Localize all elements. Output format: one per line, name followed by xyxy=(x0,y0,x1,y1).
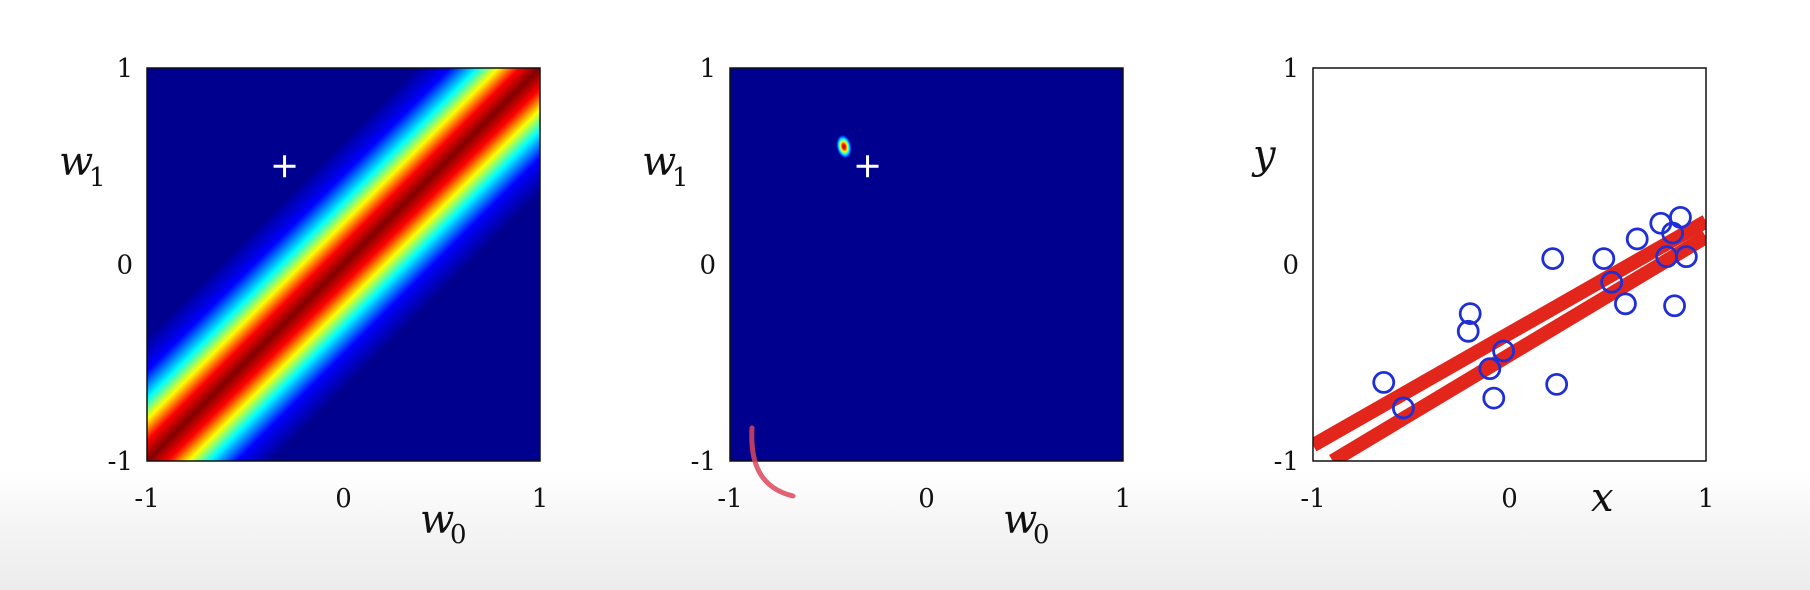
y-tick-label: 0 xyxy=(1282,251,1299,281)
data-point xyxy=(1625,227,1649,251)
axis-ticks: -1 0 1 -1 0 1 xyxy=(691,54,1132,514)
x-axis-label-subscript: 0 xyxy=(1033,520,1050,550)
x-tick-label: -1 xyxy=(717,484,742,514)
data-point xyxy=(1600,270,1624,294)
x-tick-label: 0 xyxy=(335,484,352,514)
y-tick-label: 1 xyxy=(699,54,716,84)
data-point xyxy=(1478,357,1502,381)
y-tick-label: -1 xyxy=(1274,447,1299,477)
x-tick-label: 0 xyxy=(1501,484,1518,514)
x-axis-label-base: w xyxy=(420,497,454,543)
y-tick-label: 1 xyxy=(116,54,133,84)
y-axis-label-base: w xyxy=(59,139,93,185)
data-point xyxy=(1545,372,1569,396)
plot-frame xyxy=(146,67,541,462)
data-point xyxy=(1592,247,1616,271)
x-tick-label: 1 xyxy=(532,484,549,514)
x-axis-label-subscript: 0 xyxy=(450,520,467,550)
data-point xyxy=(1614,292,1637,316)
data-point xyxy=(1663,294,1686,318)
y-axis-label-subscript: 1 xyxy=(89,163,106,193)
panel-posterior: -1 0 1 -1 0 1 w 1 w 0 xyxy=(642,54,1131,550)
heatmap-background xyxy=(730,68,1123,461)
heatmap-density-peak xyxy=(835,134,853,160)
x-tick-label: -1 xyxy=(1300,484,1325,514)
data-point xyxy=(1456,319,1480,343)
y-axis-label: w 1 xyxy=(642,139,689,193)
y-tick-label: 1 xyxy=(1282,54,1299,84)
panel-likelihood: -1 0 1 -1 0 1 w 1 w 0 xyxy=(59,54,548,550)
data-point xyxy=(1458,302,1482,326)
y-tick-label: -1 xyxy=(108,447,133,477)
y-axis-label: w 1 xyxy=(59,139,106,193)
axis-ticks: -1 0 1 -1 0 1 xyxy=(108,54,549,514)
x-axis-label-base: w xyxy=(1003,497,1037,543)
x-tick-label: 1 xyxy=(1115,484,1132,514)
data-point xyxy=(1391,396,1415,420)
y-axis-label-subscript: 1 xyxy=(672,163,689,193)
true-parameter-marker xyxy=(856,155,879,178)
y-tick-label: 0 xyxy=(116,251,133,281)
heatmap-density-band xyxy=(147,68,540,461)
true-parameter-marker xyxy=(273,155,296,178)
pen-annotation-stroke xyxy=(749,425,796,499)
data-point xyxy=(1669,205,1692,229)
x-tick-label: 0 xyxy=(918,484,935,514)
x-axis-label: x xyxy=(1591,475,1614,521)
sample-line xyxy=(1329,230,1706,461)
data-point xyxy=(1541,247,1565,271)
data-point xyxy=(1482,386,1506,410)
x-axis-label: w 0 xyxy=(420,497,467,550)
axis-ticks: -1 0 1 -1 0 1 xyxy=(1274,54,1715,514)
x-tick-label: -1 xyxy=(134,484,159,514)
plot-frame xyxy=(1312,67,1707,462)
y-axis-label: y xyxy=(1251,132,1277,178)
data-point xyxy=(1492,339,1516,363)
data-points xyxy=(1372,205,1698,420)
sample-line xyxy=(1313,215,1706,452)
y-tick-label: 0 xyxy=(699,251,716,281)
sample-lines xyxy=(1313,215,1706,461)
plot-frame xyxy=(729,67,1124,462)
y-axis-label-base: w xyxy=(642,139,676,185)
data-point xyxy=(1372,370,1396,394)
y-tick-label: -1 xyxy=(691,447,716,477)
x-axis-label: w 0 xyxy=(1003,497,1050,550)
data-point xyxy=(1674,245,1698,269)
panel-data-space: -1 0 1 -1 0 1 y x xyxy=(1251,54,1714,521)
x-tick-label: 1 xyxy=(1698,484,1715,514)
